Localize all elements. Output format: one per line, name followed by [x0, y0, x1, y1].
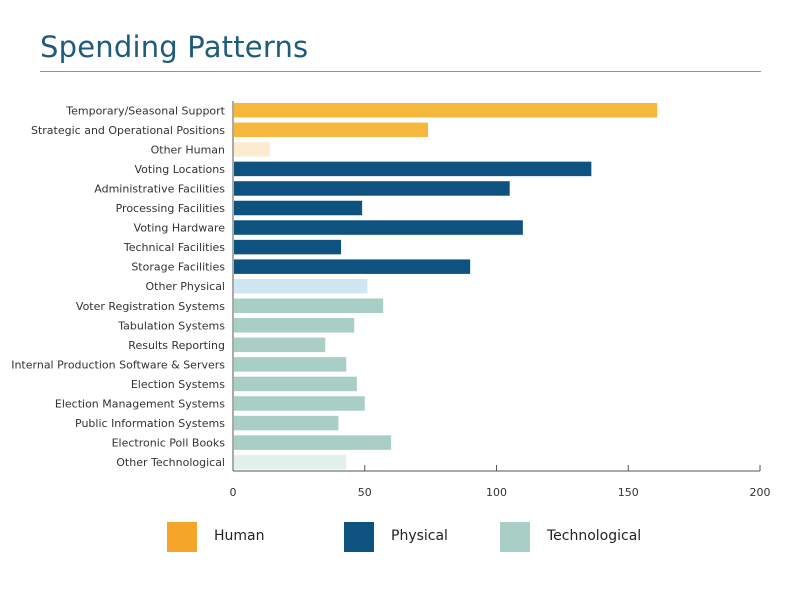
category-label-voting-hardware: Voting Hardware — [134, 222, 226, 235]
legend-swatch-physical — [344, 522, 374, 552]
bar-voting-hardware — [234, 220, 523, 235]
bar-processing-facilities — [234, 200, 363, 216]
category-label-voting-locations: Voting Locations — [135, 163, 226, 176]
category-label-processing-facilities: Processing Facilities — [116, 202, 226, 215]
bar-chart: Temporary/Seasonal Support Strategic and … — [11, 101, 771, 499]
x-tick-label-150: 150 — [618, 486, 639, 499]
bar-voter-registration-systems — [234, 298, 384, 313]
bar-temporary-seasonal-support — [234, 103, 658, 118]
bar-storage-facilities — [234, 259, 471, 274]
bar-public-information-systems — [234, 415, 339, 431]
category-label-tabulation-systems: Tabulation Systems — [117, 319, 225, 332]
category-label-technical-facilities: Technical Facilities — [123, 241, 225, 254]
bar-technical-facilities — [234, 239, 342, 255]
title-divider — [40, 71, 761, 72]
x-tick-label-100: 100 — [486, 486, 507, 499]
category-label-election-management-systems: Election Management Systems — [55, 398, 225, 411]
bar-strategic-and-operational-positions — [234, 122, 428, 138]
bar-administrative-facilities — [234, 181, 510, 196]
legend-label-human: Human — [214, 528, 265, 544]
category-label-storage-facilities: Storage Facilities — [131, 261, 225, 274]
chart-legend: Human Physical Technological — [0, 522, 800, 554]
category-label-other-technological: Other Technological — [116, 456, 225, 469]
bar-tabulation-systems — [234, 318, 355, 333]
bar-election-systems — [234, 376, 357, 392]
page-title: Spending Patterns — [40, 30, 309, 64]
bar-results-reporting — [234, 337, 326, 353]
bar-internal-production-software-servers — [234, 357, 347, 372]
category-label-results-reporting: Results Reporting — [128, 339, 225, 352]
category-label-internal-production-software-servers: Internal Production Software & Servers — [11, 358, 225, 371]
x-tick-label-50: 50 — [358, 486, 372, 499]
bar-voting-locations — [234, 161, 592, 177]
category-label-strategic-and-operational-positions: Strategic and Operational Positions — [31, 124, 225, 137]
category-label-electronic-poll-books: Electronic Poll Books — [112, 437, 226, 450]
legend-swatch-human — [167, 522, 197, 552]
category-label-temporary-seasonal-support: Temporary/Seasonal Support — [65, 104, 225, 117]
bar-electronic-poll-books — [234, 435, 392, 450]
legend-swatch-technological — [500, 522, 530, 552]
category-label-other-human: Other Human — [151, 143, 225, 156]
x-tick-label-200: 200 — [750, 486, 771, 499]
bar-other-technological — [234, 454, 347, 470]
bar-election-management-systems — [234, 396, 365, 411]
x-tick-label-0: 0 — [230, 486, 237, 499]
category-label-administrative-facilities: Administrative Facilities — [94, 182, 225, 195]
category-label-election-systems: Election Systems — [131, 378, 225, 391]
legend-label-technological: Technological — [547, 528, 642, 544]
category-label-voter-registration-systems: Voter Registration Systems — [76, 300, 225, 313]
category-label-public-information-systems: Public Information Systems — [75, 417, 225, 430]
legend-label-physical: Physical — [391, 528, 448, 544]
bar-other-human — [234, 142, 270, 157]
category-label-other-physical: Other Physical — [146, 280, 225, 293]
bar-other-physical — [234, 278, 368, 294]
